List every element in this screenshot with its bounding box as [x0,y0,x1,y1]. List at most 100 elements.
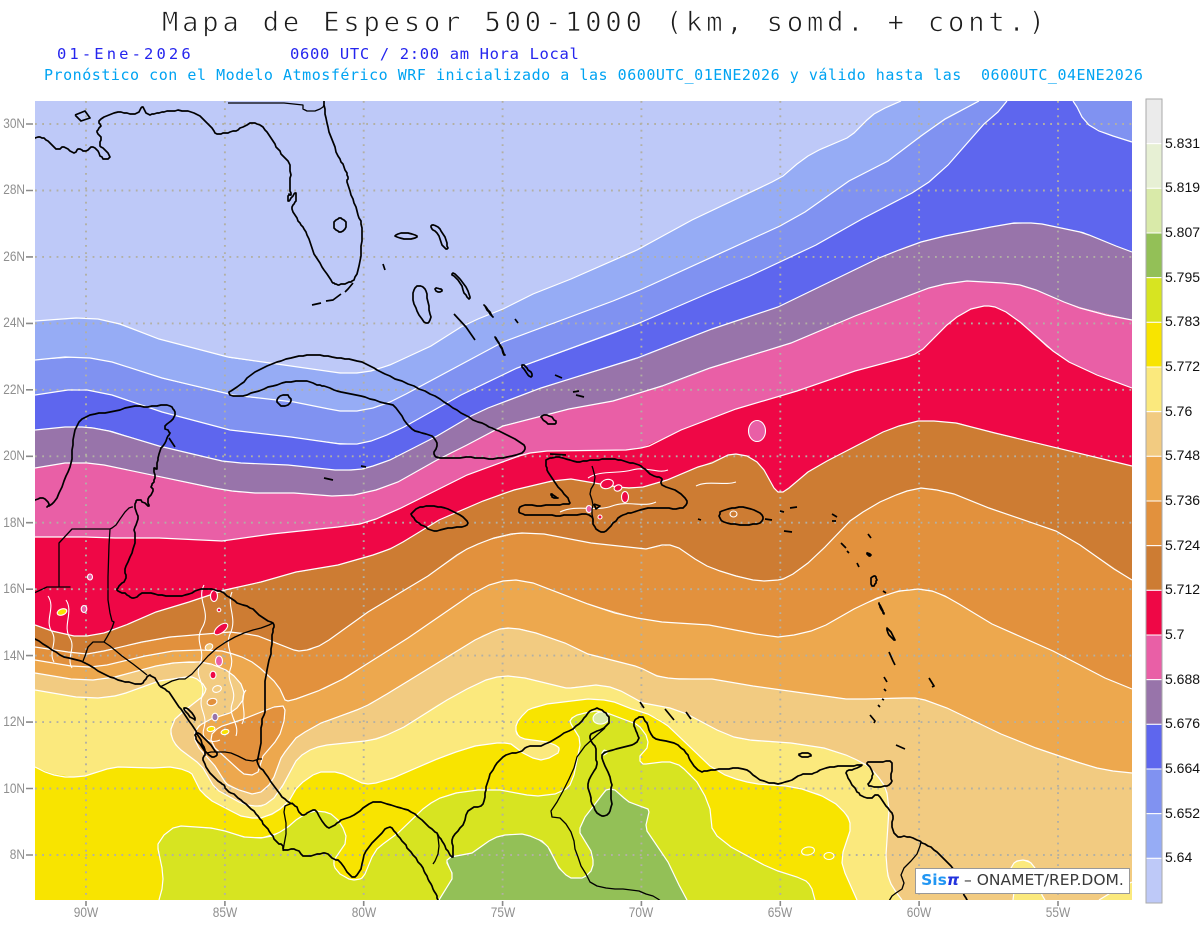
contour-line [35,101,902,374]
detail-pocket [206,697,218,707]
contour-line [35,305,1133,542]
colorbar-value-label: 5.652 [1165,805,1200,821]
colorbar-segment [1145,455,1163,502]
lon-tick-label: 60W [906,905,932,920]
lat-tick-label: 22N [3,382,25,397]
lon-tick-label: 55W [1045,905,1071,920]
colorbar-value-label: 5.64 [1165,849,1193,865]
forecast-description: Pronóstico con el Modelo Atmosférico WRF… [44,66,1144,84]
init-date: 01-Ene-2026 [57,45,194,63]
colorbar-segment [1145,813,1163,859]
detail-pockets [56,419,835,861]
detail-pocket [220,728,230,736]
thickness-band [35,488,1132,775]
lat-tick-label: 10N [3,781,25,796]
contour-line [35,222,1133,471]
thickness-band [35,281,1132,541]
map-area [35,101,1133,900]
coastline [35,101,494,324]
colorbar-value-label: 5.688 [1165,671,1200,687]
brand-dash: – [964,871,972,889]
thickness-band [35,101,1132,470]
colorbar-value-label: 5.724 [1165,537,1200,553]
detail-pocket [747,419,767,443]
thickness-band [35,580,1132,794]
brand-pi-icon: π [946,871,960,889]
detail-pocket [204,643,214,651]
coastline [35,404,968,900]
colorbar-segment [1145,187,1163,234]
thickness-band [439,750,687,900]
detail-pocket [211,712,219,722]
coastline [168,313,688,533]
lat-tick-label: 16N [3,581,25,596]
colorbar-value-label: 5.736 [1165,492,1200,508]
contour-detail-line [65,599,73,669]
lon-tick-label: 65W [767,905,793,920]
contour-line [35,698,858,900]
detail-pocket [209,670,217,680]
lat-tick-label: 26N [3,249,25,264]
contour-line [438,749,688,900]
lon-tick-label: 85W [212,905,238,920]
colorbar-segment [1145,366,1163,413]
colorbar-segment [1145,98,1163,145]
lat-tick-label: 12N [3,714,25,729]
detail-pocket [600,478,614,490]
lat-tick-label: 30N [3,116,25,131]
lat-tick-label: 8N [9,847,25,862]
map-title: Mapa de Espesor 500-1000 (km, somd. + co… [162,7,1049,39]
lat-tick-label: 28N [3,182,25,197]
lon-tick-label: 80W [351,905,377,920]
lat-tick-label: 18N [3,515,25,530]
axis-ticks [26,123,1059,906]
detail-pocket [209,589,219,603]
detail-pocket [585,504,593,514]
colorbar-segment [1145,411,1163,457]
colorbar-segment [1145,589,1163,636]
contour-detail-line [587,468,669,479]
colorbar-value-label: 5.76 [1165,403,1193,419]
colorbar-value-label: 5.807 [1165,224,1200,240]
contour-detail-line [559,501,657,513]
lon-tick-label: 70W [628,905,654,920]
contour-line [35,420,1133,637]
detail-pocket [56,608,68,616]
colorbar-frame [1145,98,1163,904]
colorbar-segment [1145,768,1163,815]
detail-pocket [801,846,815,856]
lat-tick-label: 20N [3,448,25,463]
colorbar-segment [1145,634,1163,681]
thickness-band [35,628,1132,900]
contour-line [35,101,1133,445]
contour-line [35,627,1133,795]
colorbar-segment [1145,857,1163,904]
contour-detail-line [695,481,737,487]
thickness-bands [35,101,1132,900]
thickness-band [35,676,1132,900]
detail-pocket [597,514,603,520]
colorbar-value-label: 5.772 [1165,358,1200,374]
detail-pocket [213,622,229,636]
detail-pocket [823,851,835,861]
lat-tick-label: 24N [3,315,25,330]
detail-pocket [86,573,94,581]
thickness-band [35,699,857,900]
colorbar-segment [1145,500,1163,547]
thickness-band [35,101,979,411]
colorbar-segment [1145,723,1163,770]
colorbar-value-label: 5.831 [1165,135,1200,151]
contour-detail-line [729,510,738,518]
thickness-band [35,306,1132,636]
colorbar-segment [1145,679,1163,725]
contour-detail-line [197,584,221,743]
colorbar [1145,98,1163,904]
detail-pocket [216,607,222,613]
colorbar-segment [1145,232,1163,279]
contour-line [157,710,816,900]
coastlines [35,101,968,900]
detail-pocket [206,725,216,733]
lon-tick-label: 90W [73,905,99,920]
brand-agency: ONAMET/REP.DOM. [976,871,1124,889]
colorbar-segment [1145,277,1163,323]
